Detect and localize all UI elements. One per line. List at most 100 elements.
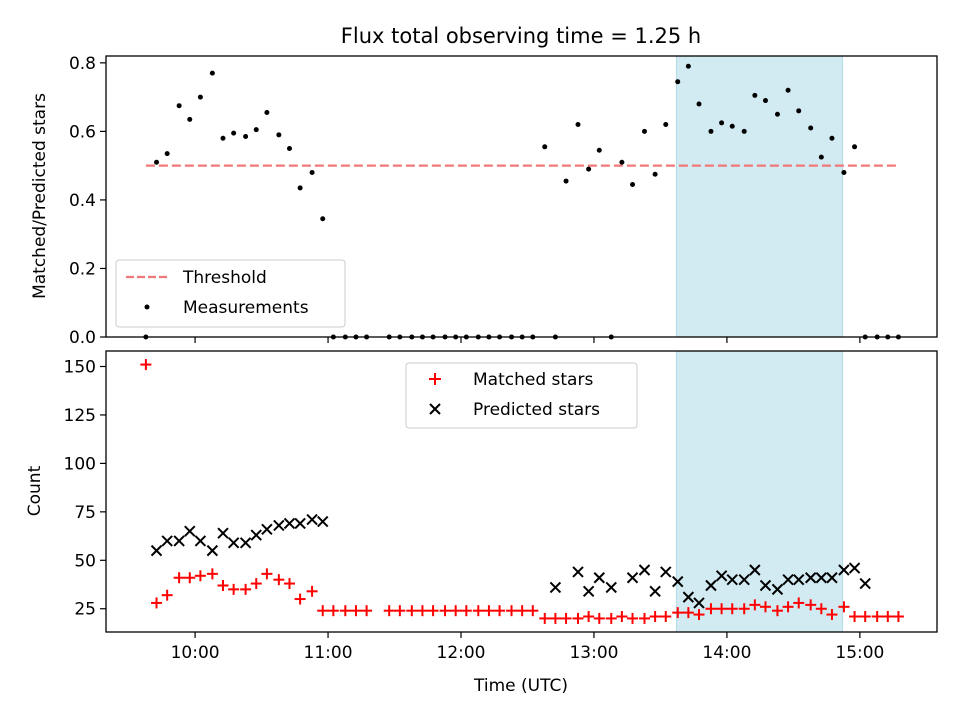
matched-star-point [660, 610, 672, 622]
matched-star-point [759, 601, 771, 613]
measurement-point [630, 182, 636, 188]
predicted-star-point [782, 573, 794, 586]
matched-star-point [638, 612, 650, 624]
predicted-star-point [649, 585, 661, 598]
predicted-star-point [682, 591, 695, 603]
measurement-point [641, 128, 647, 134]
highlight-span-top [675, 55, 844, 338]
measurement-point [852, 144, 858, 150]
measurement-point [563, 178, 569, 184]
matched-star-point [416, 605, 428, 617]
matched-star-point [361, 605, 373, 617]
matched-star-point [460, 605, 472, 617]
x-tick-label: 12:00 [437, 643, 486, 663]
predicted-star-point [605, 581, 617, 594]
matched-star-point [572, 612, 584, 624]
measurements-series [143, 63, 901, 340]
matched-star-point [682, 607, 694, 619]
ratio-y-tick-label: 0.6 [69, 122, 96, 142]
count-legend: Matched stars Predicted stars [405, 362, 638, 429]
count-series [140, 359, 904, 624]
predicted-star-point [217, 527, 229, 539]
matched-star-point [427, 605, 439, 617]
measurement-point [164, 151, 170, 157]
matched-star-point [627, 612, 639, 624]
count-axes: 25 50 75 100 125 150 10:00 11:00 12:00 13:00 14:00… [64, 358, 885, 663]
predicted-star-point [638, 564, 651, 576]
matched-star-point [339, 605, 351, 617]
matched-star-point [240, 583, 252, 595]
matched-star-point [294, 593, 306, 605]
predicted-star-point [715, 570, 728, 582]
matched-star-point [327, 605, 339, 617]
matched-star-point [283, 578, 295, 590]
matched-star-point [161, 589, 173, 601]
legend-predicted-swatch [429, 403, 441, 415]
matched-star-point [871, 610, 883, 622]
matched-star-point [892, 610, 904, 622]
ratio-legend-box [115, 259, 346, 328]
predicted-star-point [317, 515, 329, 528]
ratio-y-axis-label: Matched/Predicted stars [30, 93, 50, 299]
matched-star-point [549, 612, 561, 624]
matched-stars-series [140, 359, 904, 624]
measurement-point [176, 103, 182, 109]
matched-star-point [450, 605, 462, 617]
predicted-star-point [161, 535, 173, 547]
predicted-star-point [759, 579, 772, 592]
matched-star-point [560, 612, 572, 624]
predicted-star-point [283, 517, 296, 530]
predicted-star-point [294, 517, 306, 530]
matched-star-point [815, 603, 827, 615]
matched-star-point [539, 612, 551, 624]
measurement-point [774, 111, 780, 117]
ratio-series [143, 63, 901, 340]
matched-star-point [516, 605, 528, 617]
matched-star-point [593, 612, 605, 624]
predicted-star-point [693, 597, 705, 609]
measurement-point [696, 101, 702, 107]
matched-star-point [261, 568, 273, 580]
matched-star-point [838, 601, 850, 613]
predicted-star-point [749, 564, 761, 576]
predicted-star-point [838, 564, 850, 576]
predicted-star-point [306, 513, 318, 526]
predicted-star-point [206, 544, 219, 557]
measurement-point [785, 87, 791, 93]
predicted-star-point [793, 573, 805, 586]
matched-star-point [383, 605, 395, 617]
measurement-point [297, 185, 303, 191]
measurement-point [197, 94, 203, 100]
measurement-point [220, 135, 226, 141]
predicted-star-point [227, 537, 240, 549]
matched-star-point [882, 610, 894, 622]
predicted-star-point [549, 581, 562, 594]
legend-predicted-label: Predicted stars [473, 400, 600, 420]
matched-star-point [439, 605, 451, 617]
count-y-axis-label: Count [25, 465, 45, 516]
x-tick-label: 14:00 [702, 643, 751, 663]
measurement-point [685, 63, 691, 69]
measurement-point [808, 125, 814, 131]
predicted-star-point [261, 523, 273, 535]
measurement-point [719, 120, 725, 126]
ratio-panel: 0.00.20.40.60.8 Matched/Predicted stars … [30, 54, 938, 348]
count-y-tick-label: 100 [64, 454, 96, 474]
predicted-star-point [184, 525, 196, 537]
ratio-y-tick-label: 0.0 [69, 328, 96, 348]
measurement-point [320, 216, 326, 222]
predicted-stars-series [150, 513, 871, 609]
legend-measurements-label: Measurements [183, 298, 309, 318]
x-tick-label: 10:00 [171, 643, 220, 663]
matched-star-point [826, 609, 838, 621]
ratio-y-tick-label: 0.8 [69, 54, 96, 74]
x-tick-label: 15:00 [835, 643, 884, 663]
matched-star-point [206, 568, 218, 580]
predicted-star-point [815, 572, 828, 584]
ratio-axes-frame [105, 55, 938, 338]
ratio-axes: 0.0 0.2 0.4 0.6 0.8 [69, 54, 861, 348]
matched-star-point [250, 578, 262, 590]
count-y-tick-label: 50 [74, 551, 96, 571]
measurement-point [231, 130, 237, 136]
